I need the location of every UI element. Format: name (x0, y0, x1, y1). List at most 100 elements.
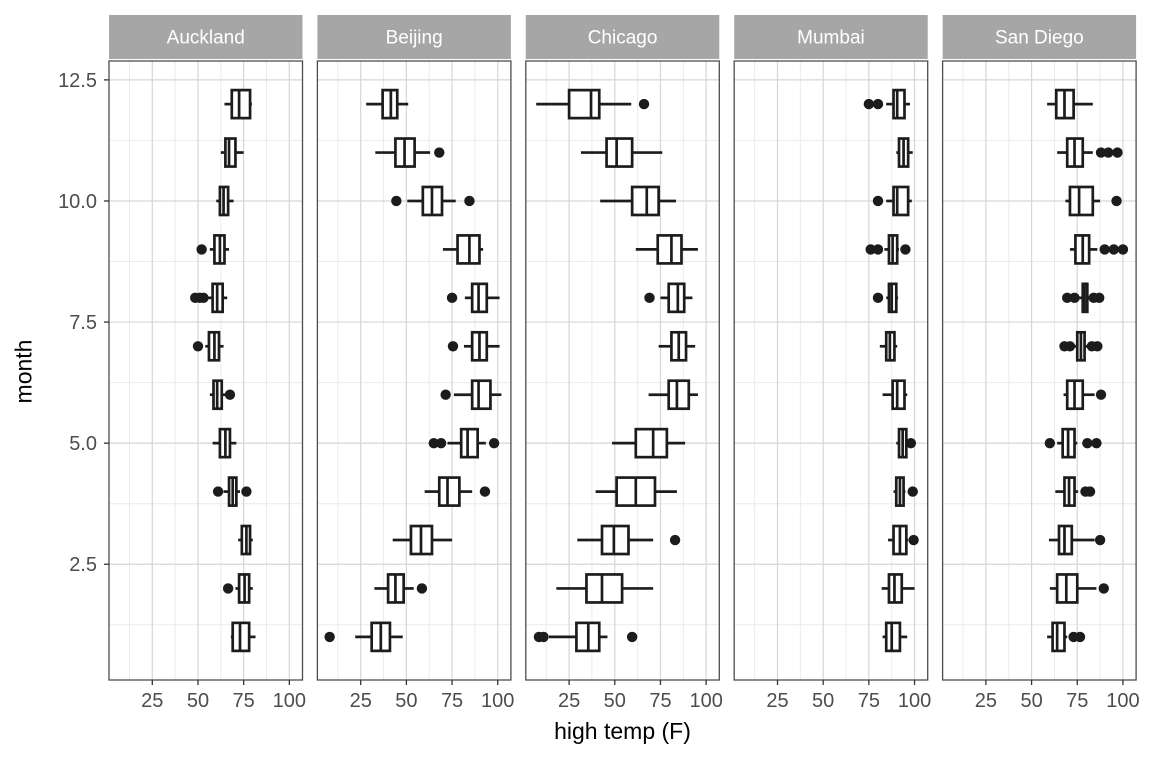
outlier-dot (196, 244, 207, 255)
boxplot-month-4 (1055, 476, 1096, 507)
y-axis-title: month (10, 339, 37, 404)
box-iqr (892, 185, 910, 217)
boxplot-month-2 (1049, 573, 1109, 604)
boxplot-month-3 (577, 524, 681, 556)
box-iqr (567, 88, 601, 120)
outlier-dot (1091, 437, 1102, 449)
outlier-dot (1117, 244, 1129, 255)
box-iqr (667, 282, 686, 314)
outlier-dot (464, 195, 475, 207)
outlier-dot (479, 486, 491, 497)
outlier-dot (1095, 389, 1107, 400)
x-tick-label: 100 (1106, 690, 1139, 712)
boxplot-month-10 (391, 185, 475, 217)
outlier-dot (872, 98, 884, 110)
outlier-dot (416, 583, 428, 594)
boxplot-month-2 (374, 573, 428, 604)
outlier-dot (907, 486, 918, 497)
facet-strip (734, 15, 928, 59)
box-iqr (891, 379, 906, 411)
box-iqr (667, 379, 691, 411)
outlier-dot (192, 341, 204, 352)
facet-mumbai: Mumbai 25 50 75 100 (733, 15, 931, 712)
box-iqr (1068, 185, 1095, 217)
x-tick-label: 50 (812, 690, 834, 712)
outlier-dot (1099, 244, 1110, 255)
boxplot-month-12 (1047, 88, 1093, 120)
boxplot-month-7 (192, 330, 224, 362)
boxplot-month-9 (865, 234, 911, 265)
outlier-dot (1074, 631, 1086, 643)
outlier-dot (1103, 147, 1114, 158)
box-iqr (892, 88, 906, 120)
boxplot-month-12 (366, 88, 409, 120)
outlier-dot (1098, 583, 1109, 594)
facet-strip-label: San Diego (995, 28, 1084, 49)
outlier-dot (1082, 437, 1093, 449)
box-iqr (630, 185, 660, 217)
boxplot-month-1 (533, 621, 638, 653)
x-tick-label: 100 (689, 690, 722, 712)
boxplot-month-3 (392, 524, 453, 556)
facet-auckland: Auckland 25 50 75 100 (108, 15, 306, 712)
x-tick-label: 75 (441, 690, 463, 712)
outlier-dot (1062, 292, 1073, 304)
boxplot-month-9 (1069, 234, 1129, 265)
panel-border (941, 60, 1137, 681)
outlier-dot (644, 292, 655, 304)
boxplot-month-12 (536, 88, 650, 120)
boxplot-month-7 (1059, 330, 1103, 362)
boxplot-month-9 (635, 234, 698, 265)
box-iqr (634, 427, 669, 459)
box-iqr (470, 379, 492, 411)
boxplot-month-6 (209, 379, 236, 411)
x-tick-label: 50 (604, 690, 626, 712)
x-tick-label: 75 (1066, 690, 1088, 712)
outlier-dot (1093, 292, 1105, 304)
box-iqr (437, 476, 461, 507)
boxplot-month-4 (212, 476, 252, 507)
facet-strip (109, 15, 303, 59)
facet-chicago: Chicago 25 50 75 100 (525, 15, 723, 712)
outlier-dot (1095, 147, 1107, 158)
outlier-dot (1092, 341, 1103, 352)
outlier-dot (863, 98, 875, 110)
boxplot-month-6 (1063, 379, 1107, 411)
outlier-dot (872, 244, 884, 255)
facet-strip-label: Mumbai (797, 28, 865, 49)
outlier-dot (198, 292, 209, 304)
boxplot-month-6 (440, 379, 502, 411)
x-tick-label: 25 (975, 690, 997, 712)
outlier-dot (391, 195, 402, 207)
boxplot-month-11 (896, 137, 913, 168)
facet-strip (942, 15, 1137, 59)
boxplot-month-1 (1047, 621, 1086, 653)
x-tick-label: 25 (141, 690, 163, 712)
facet-strip-label: Beijing (386, 28, 443, 49)
boxplot-month-8 (1062, 282, 1105, 314)
x-tick-label: 100 (273, 690, 306, 712)
panel-background (109, 61, 303, 680)
boxplot-month-2 (881, 573, 915, 604)
boxplot-month-1 (882, 621, 908, 653)
x-tick-label: 25 (766, 690, 788, 712)
panel-border (316, 60, 512, 681)
outlier-dot (1108, 244, 1120, 255)
boxplot-month-8 (446, 282, 500, 314)
box-iqr (224, 137, 237, 168)
boxplot-month-5 (896, 427, 917, 459)
boxplot-month-8 (644, 282, 693, 314)
boxplot-month-4 (893, 476, 918, 507)
box-iqr (1051, 621, 1066, 653)
facet-strip (317, 15, 511, 59)
boxplot-month-8 (872, 282, 899, 314)
boxplot-month-3 (238, 524, 253, 556)
facet-strip-label: Auckland (167, 28, 245, 49)
outlier-dot (1084, 486, 1096, 497)
x-tick-label: 50 (187, 690, 209, 712)
boxplot-month-5 (428, 427, 500, 459)
x-tick-label: 25 (350, 690, 372, 712)
boxplot-month-2 (556, 573, 654, 604)
